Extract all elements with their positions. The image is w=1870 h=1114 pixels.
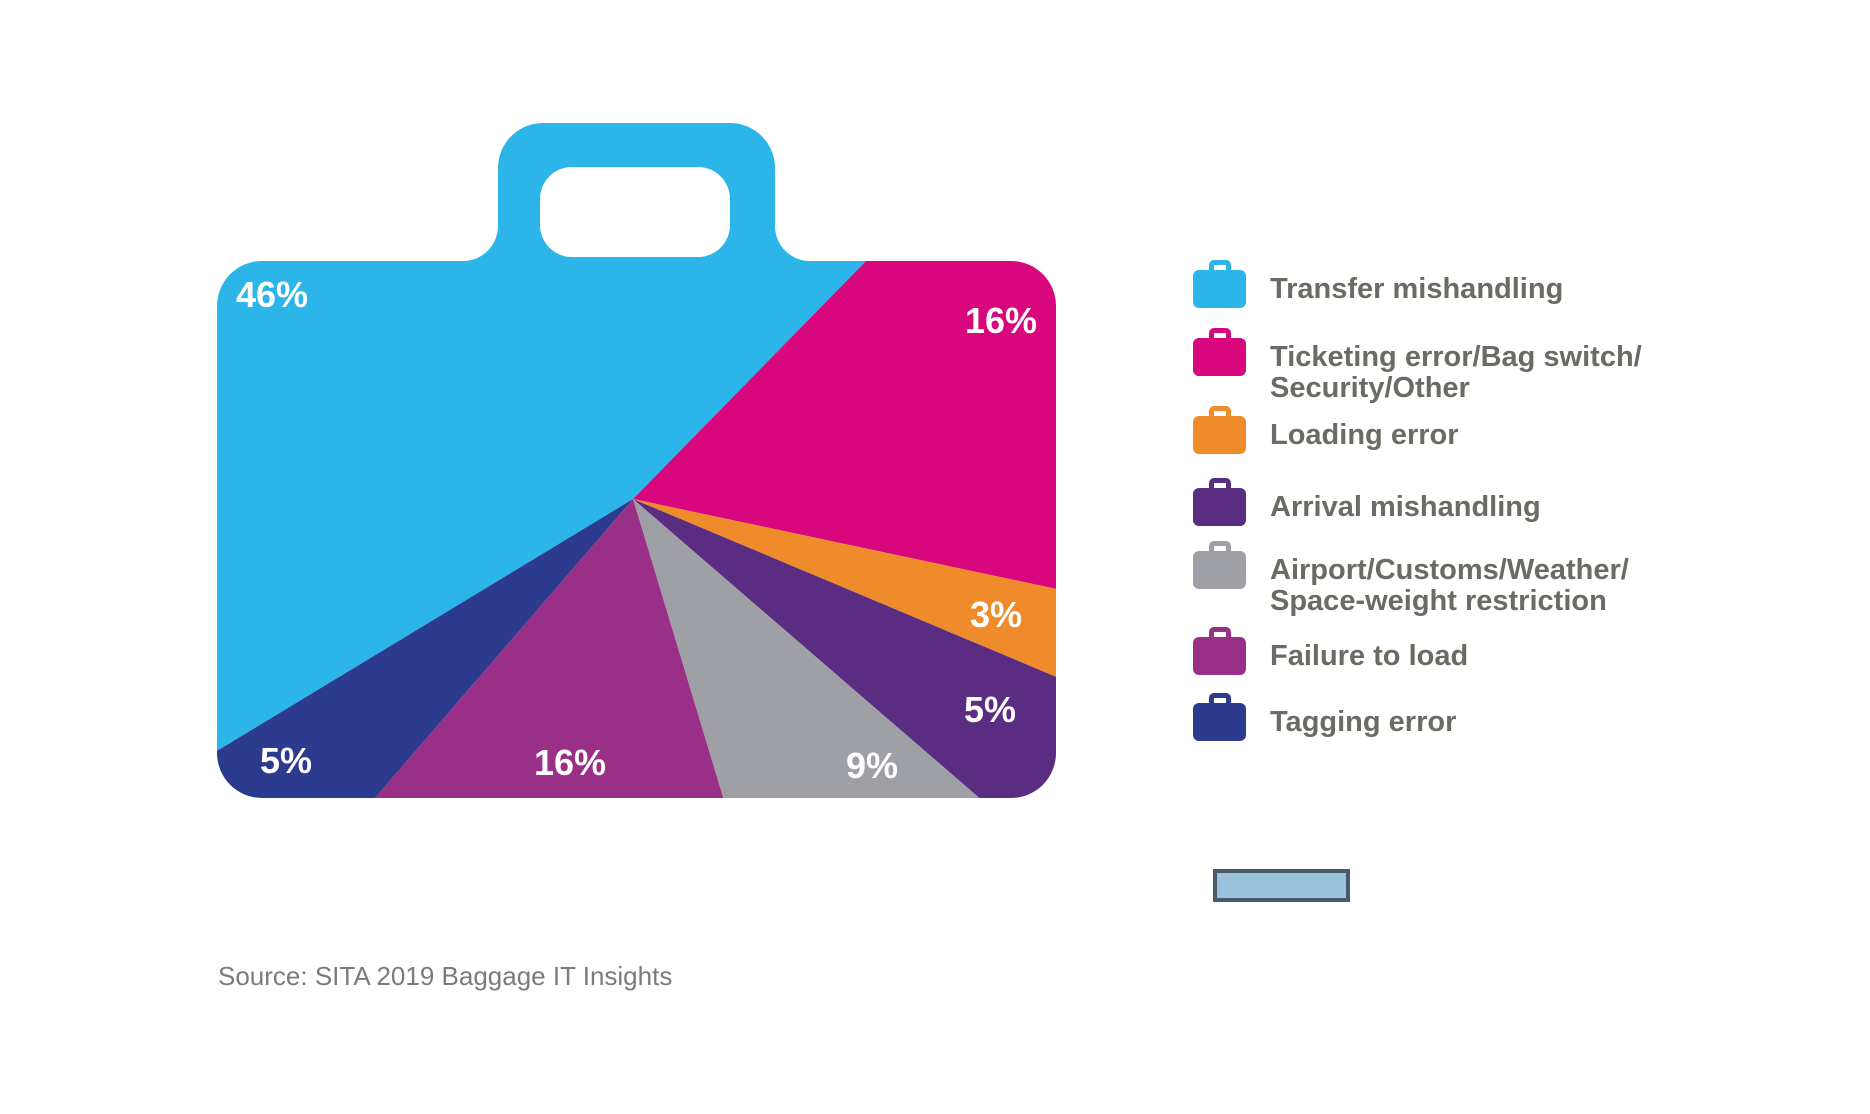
segment-value-label-2: 3%: [970, 594, 1022, 635]
suitcase-icon: [1193, 541, 1246, 589]
suitcase-icon-body: [1193, 703, 1246, 741]
pie-segment-3: [633, 499, 1056, 798]
suitcase-icon-body: [1193, 637, 1246, 675]
legend-label: Arrival mishandling: [1270, 491, 1541, 523]
segment-value-label-6: 5%: [260, 740, 312, 781]
legend-label: Transfer mishandling: [1270, 273, 1564, 305]
legend-item-4: Airport/Customs/Weather/Space-weight res…: [1193, 541, 1629, 617]
legend-label: Ticketing error/Bag switch/Security/Othe…: [1270, 341, 1642, 404]
highlight-rectangle: [1213, 869, 1350, 902]
suitcase-icon: [1193, 627, 1246, 675]
segment-value-label-1: 16%: [965, 300, 1037, 341]
suitcase-icon-body: [1193, 488, 1246, 526]
suitcase-icon: [1193, 406, 1246, 454]
segment-value-label-4: 9%: [846, 745, 898, 786]
pie-segment-2: [633, 499, 1056, 798]
pie-segment-6: [217, 499, 633, 798]
suitcase-icon-body: [1193, 338, 1246, 376]
suitcase-icon: [1193, 478, 1246, 526]
legend-item-6: Tagging error: [1193, 693, 1456, 741]
pie-segment-1: [633, 123, 1056, 798]
legend-item-2: Loading error: [1193, 406, 1459, 454]
legend-label: Failure to load: [1270, 640, 1469, 672]
legend-item-0: Transfer mishandling: [1193, 260, 1563, 308]
source-note: Source: SITA 2019 Baggage IT Insights: [218, 961, 673, 991]
suitcase-icon: [1193, 693, 1246, 741]
suitcase-icon: [1193, 260, 1246, 308]
suitcase-icon: [1193, 328, 1246, 376]
legend-label: Loading error: [1270, 419, 1459, 451]
segment-value-label-3: 5%: [964, 689, 1016, 730]
suitcase-icon-body: [1193, 270, 1246, 308]
legend-item-1: Ticketing error/Bag switch/Security/Othe…: [1193, 328, 1642, 404]
segment-value-label-0: 46%: [236, 274, 308, 315]
suitcase-icon-body: [1193, 416, 1246, 454]
legend-label: Airport/Customs/Weather/Space-weight res…: [1270, 554, 1629, 617]
legend-item-3: Arrival mishandling: [1193, 478, 1541, 526]
segment-value-label-5: 16%: [534, 742, 606, 783]
suitcase-icon-body: [1193, 551, 1246, 589]
legend-label: Tagging error: [1270, 706, 1457, 738]
pie-value-labels: 46% 16% 3% 5% 9% 16% 5%: [236, 274, 1037, 786]
legend-item-5: Failure to load: [1193, 627, 1468, 675]
